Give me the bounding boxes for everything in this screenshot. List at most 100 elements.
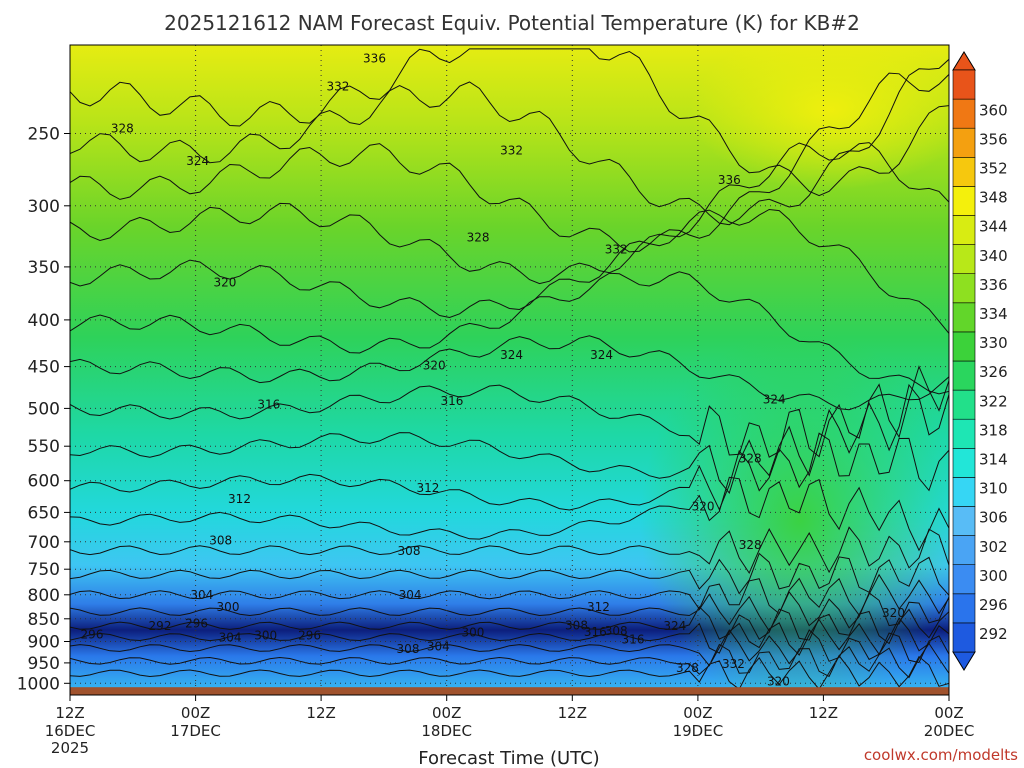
colorbar-label: 326 [979,363,1008,381]
contour-line [70,605,949,645]
contour-line [70,72,949,253]
contour-label: 328 [467,231,490,245]
colorbar-segment [952,477,976,507]
contour-label: 296 [298,629,321,643]
colorbar-segment [952,593,976,624]
contour-label: 292 [149,619,172,633]
contour-line [70,629,949,667]
colorbar-segment [952,157,976,187]
contour-line [70,208,949,334]
y-tick-label: 500 [28,399,60,419]
colorbar-segment [952,127,976,158]
y-tick-label: 600 [28,472,60,492]
colorbar-segment [952,186,976,216]
grid-lines [70,45,949,695]
contour-line [70,271,949,395]
plot-frame [69,44,950,696]
y-tick-label: 450 [28,358,60,378]
colorbar-label: 356 [979,130,1008,148]
contour-label: 308 [565,618,588,632]
contour-label: 312 [587,600,610,614]
y-tick-label: 250 [28,125,60,145]
x-tick-label: 19DEC [673,722,724,740]
contour-label: 324 [763,393,786,407]
colorbar-arrow-bottom [952,651,976,671]
contour-label: 328 [111,122,134,136]
contour-line [70,552,949,596]
colorbar-segment [952,360,976,391]
contour-label: 328 [739,538,762,552]
contour-lines [70,48,949,690]
colorbar-segment [952,69,976,100]
surface-terrain [70,687,949,695]
colorbar-label: 314 [979,451,1008,469]
contour-label: 324 [500,348,523,362]
y-tick-label: 1000 [17,674,60,694]
contour-line [70,142,949,285]
colorbar-segment [952,389,976,420]
chart-title: 2025121612 NAM Forecast Equiv. Potential… [164,11,860,35]
contour-line [70,335,949,411]
contour-label: 324 [186,154,209,168]
y-tick-label: 350 [28,258,60,278]
colorbar-label: 310 [979,480,1008,498]
x-tick-label: 12Z [306,704,335,722]
colorbar-segment [952,331,976,362]
colorbar-label: 330 [979,334,1008,352]
contour-line [70,591,949,632]
contour-label: 320 [423,359,446,373]
contour-label: 312 [228,492,251,506]
contour-label: 304 [219,631,242,645]
x-tick-label: 12Z [809,704,838,722]
colorbar-label: 344 [979,218,1008,236]
contour-line [70,48,949,197]
colorbar-segment [952,244,976,275]
contour-line [70,476,949,552]
contour-label: 316 [440,394,463,408]
colorbar-label: 318 [979,421,1008,439]
colorbar-label: 360 [979,101,1008,119]
colorbar-arrow-top [952,51,976,71]
colorbar-label: 334 [979,305,1008,323]
y-tick-label: 300 [28,197,60,217]
contour-label: 312 [416,481,439,495]
contour-label: 316 [622,632,645,646]
x-tick-label: 2025 [51,739,89,757]
y-axis: 250 300 350 400 450 500 550 600 650 700 750 800 850 9… [17,125,70,694]
contour-label: 316 [584,625,607,639]
y-tick-label: 800 [28,586,60,606]
contour-label: 332 [722,657,745,671]
contour-line [70,573,949,616]
x-axis-label: Forecast Time (UTC) [418,748,599,768]
contour-label: 308 [209,534,232,548]
colorbar-label: 306 [979,509,1008,527]
colorbar-label: 296 [979,596,1008,614]
x-tick-label: 16DEC [45,722,96,740]
contour-label: 320 [882,606,905,620]
contour-label: 332 [605,243,628,257]
contour-label: 336 [363,52,386,66]
moist-region [640,330,949,695]
contour-label: 320 [692,499,715,513]
contour-line [70,654,949,690]
contour-line [70,383,949,494]
contour-label: 296 [185,617,208,631]
colorbar-label: 302 [979,538,1008,556]
contour-label: 308 [398,544,421,558]
credit-text: coolwx.com/modelts [864,746,1018,764]
x-tick-label: 00Z [683,704,712,722]
contour-label: 316 [257,397,280,411]
x-tick-label: 00Z [934,704,963,722]
x-tick-label: 12Z [558,704,587,722]
colorbar-segment [952,273,976,304]
x-tick-label: 18DEC [421,722,472,740]
x-tick-label: 17DEC [170,722,221,740]
x-tick-label: 20DEC [924,722,975,740]
contour-label: 296 [81,627,104,641]
colorbar-label: 336 [979,276,1008,294]
contour-label: 304 [427,639,450,653]
colorbar-segment [952,418,976,449]
contour-label: 308 [605,624,628,638]
